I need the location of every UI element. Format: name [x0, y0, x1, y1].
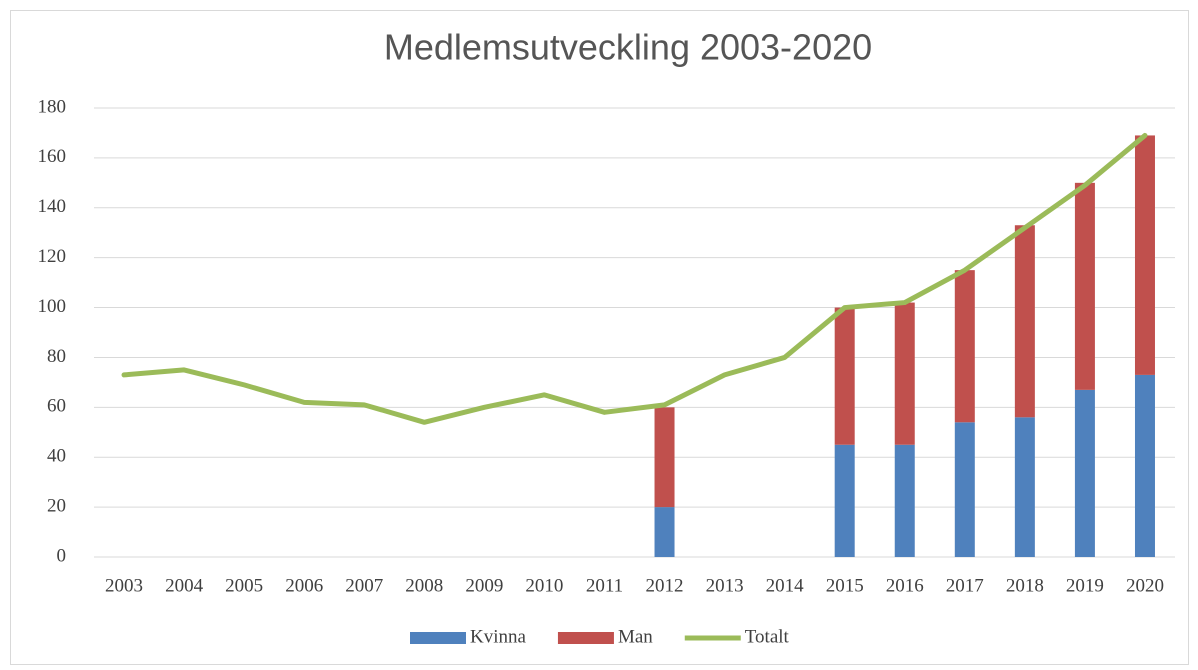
y-tick-label: 100 — [38, 296, 67, 317]
x-tick-label: 2012 — [646, 575, 684, 596]
chart-frame — [10, 10, 1189, 665]
legend-label: Totalt — [745, 626, 790, 647]
legend-label: Kvinna — [470, 626, 527, 647]
bar — [1134, 374, 1155, 557]
x-tick-label: 2019 — [1066, 575, 1104, 596]
x-tick-label: 2020 — [1126, 575, 1164, 596]
y-tick-label: 20 — [47, 495, 66, 516]
bar — [834, 444, 855, 557]
bar — [954, 422, 975, 557]
bar — [1074, 389, 1095, 557]
bar — [954, 270, 975, 423]
legend-swatch — [557, 632, 614, 644]
bar — [1014, 417, 1035, 557]
x-tick-label: 2013 — [706, 575, 744, 596]
x-tick-label: 2007 — [345, 575, 383, 596]
x-tick-label: 2016 — [886, 575, 924, 596]
x-tick-label: 2004 — [165, 575, 204, 596]
y-tick-label: 80 — [47, 346, 66, 367]
bar — [1074, 182, 1095, 390]
y-tick-label: 40 — [47, 446, 66, 467]
x-tick-label: 2008 — [405, 575, 443, 596]
x-tick-label: 2011 — [586, 575, 623, 596]
bar — [834, 307, 855, 445]
x-tick-label: 2005 — [225, 575, 263, 596]
line — [121, 132, 1148, 425]
bar — [1134, 135, 1155, 375]
x-tick-label: 2009 — [465, 575, 503, 596]
bar — [894, 302, 915, 445]
y-tick-label: 60 — [47, 396, 66, 417]
x-tick-label: 2018 — [1006, 575, 1044, 596]
bar — [894, 444, 915, 557]
x-tick-label: 2015 — [826, 575, 864, 596]
bar — [654, 407, 675, 508]
x-tick-label: 2003 — [105, 575, 143, 596]
y-tick-label: 140 — [38, 196, 67, 217]
bar — [654, 507, 675, 557]
x-tick-label: 2010 — [525, 575, 563, 596]
y-tick-label: 120 — [38, 246, 67, 267]
bar — [1014, 225, 1035, 418]
chart-title: Medlemsutveckling 2003-2020 — [384, 27, 872, 68]
legend-label: Man — [618, 626, 653, 647]
legend-swatch — [410, 632, 466, 644]
y-tick-label: 180 — [38, 96, 67, 117]
y-tick-label: 160 — [38, 146, 67, 167]
x-tick-label: 2014 — [766, 575, 805, 596]
y-tick-label: 0 — [57, 545, 67, 566]
x-tick-label: 2017 — [946, 575, 984, 596]
x-tick-label: 2006 — [285, 575, 323, 596]
